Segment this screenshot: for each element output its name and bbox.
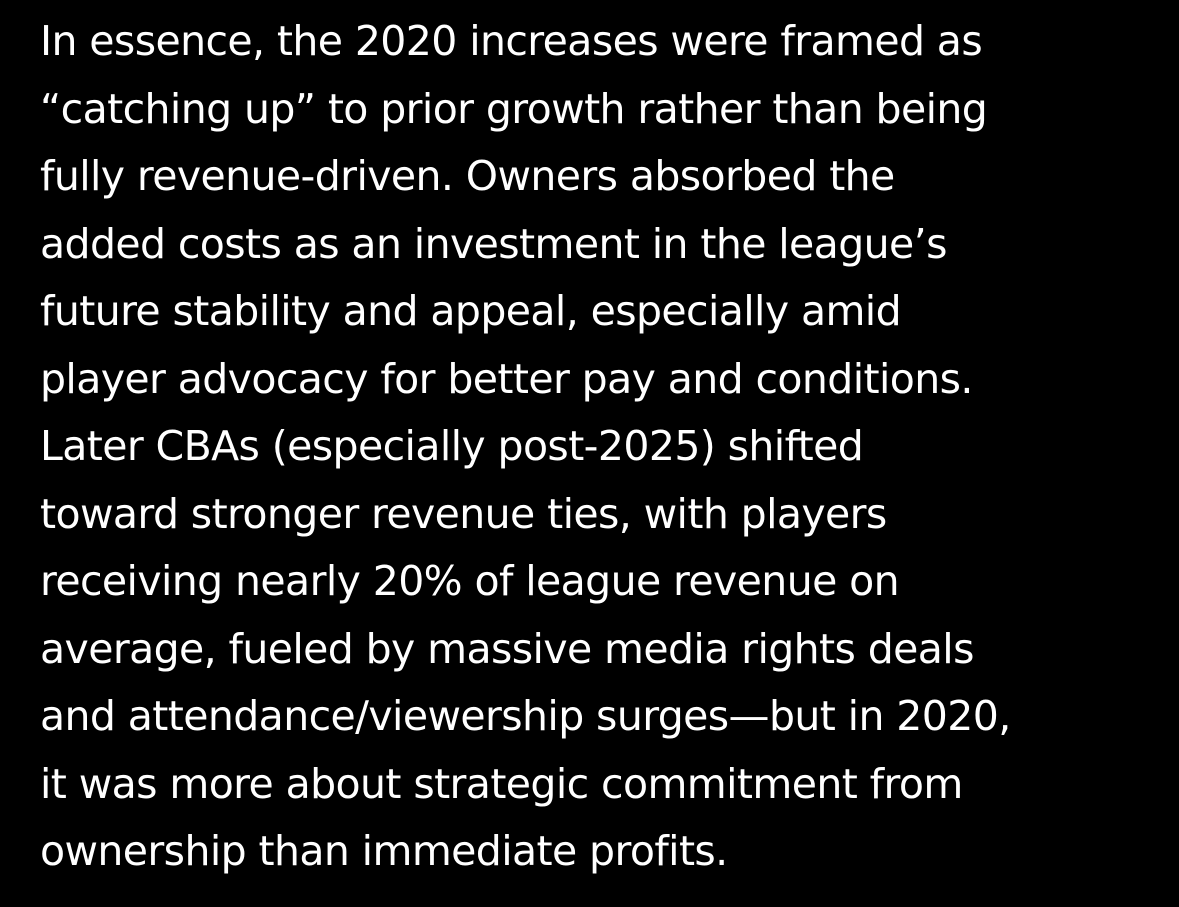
text-line: future stability and appeal, especially … (40, 287, 902, 335)
text-line: and attendance/viewership surges—but in … (40, 692, 1011, 740)
text-line: In essence, the 2020 increases were fram… (40, 17, 983, 65)
text-line: “catching up” to prior growth rather tha… (40, 84, 988, 133)
text-line: it was more about strategic commitment f… (40, 759, 963, 808)
text-line: fully revenue-driven. Owners absorbed th… (40, 152, 895, 200)
message-text: In essence, the 2020 increases were fram… (40, 8, 1160, 886)
text-line: Later CBAs (especially post-2025) shifte… (40, 422, 864, 470)
text-line: toward stronger revenue ties, with playe… (40, 489, 887, 538)
text-line: receiving nearly 20% of league revenue o… (40, 557, 900, 605)
text-line: added costs as an investment in the leag… (40, 219, 947, 268)
text-line: player advocacy for better pay and condi… (40, 354, 973, 403)
text-line: average, fueled by massive media rights … (40, 624, 974, 673)
text-line: ownership than immediate profits. (40, 827, 728, 875)
